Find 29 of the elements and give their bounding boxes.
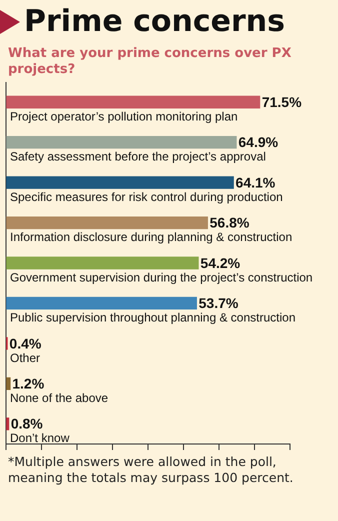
data-label: 1.2%	[12, 376, 45, 392]
chart-title: Prime concerns	[24, 4, 286, 40]
y-tick-label: Government supervision during the project’s construction	[10, 270, 313, 284]
bar	[6, 256, 199, 270]
data-label: 71.5%	[262, 94, 302, 110]
y-tick-label: Information disclosure during planning & construction	[10, 230, 292, 244]
y-tick-label: Public supervision throughout planning & construction	[10, 310, 296, 325]
data-label: 56.8%	[210, 214, 250, 231]
y-tick-label: Other	[10, 350, 40, 365]
bar	[6, 176, 234, 189]
bar	[6, 216, 208, 230]
data-label: 53.7%	[198, 295, 239, 312]
y-tick-label: Safety assessment before the project’s approval	[10, 150, 266, 164]
data-label: 64.9%	[238, 134, 279, 150]
y-tick-label: Project operator’s pollution monitoring plan	[10, 109, 238, 124]
bar	[6, 377, 11, 390]
data-label: 54.2%	[200, 254, 241, 271]
text: *Multiple answers were allowed in the poll, meaning the totals may surpass 100 percent.	[8, 454, 294, 486]
y-tick-label: Don’t know	[10, 431, 70, 446]
bar	[6, 296, 197, 310]
data-label: 0.4%	[9, 335, 42, 352]
data-label: 0.8%	[10, 416, 44, 432]
y-tick-label: Specific measures for risk control during production	[10, 190, 283, 204]
chart-subtitle: What are your prime concerns over PX projects?	[8, 46, 292, 78]
y-tick-label: None of the above	[10, 390, 108, 405]
bar	[6, 418, 10, 430]
bar	[6, 136, 237, 149]
bar	[6, 96, 260, 108]
data-label: 64.1%	[236, 174, 276, 190]
